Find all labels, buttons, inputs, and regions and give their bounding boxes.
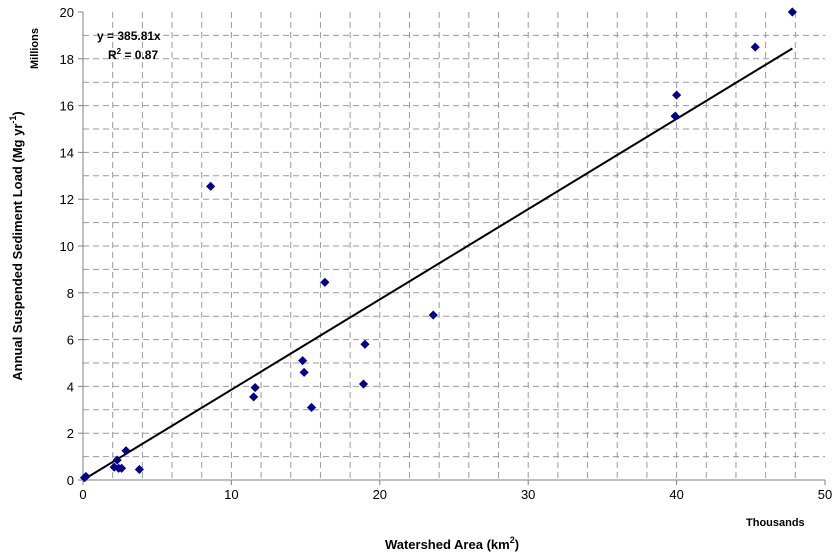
y-tick-label: 10: [60, 239, 74, 254]
y-tick-label: 16: [60, 99, 74, 114]
axes: [78, 11, 826, 485]
data-point: [672, 90, 682, 100]
data-point: [249, 392, 259, 402]
data-point: [750, 42, 760, 52]
data-point: [81, 471, 91, 482]
data-point: [306, 402, 317, 413]
x-tick-label: 20: [373, 487, 387, 502]
data-point: [298, 356, 308, 366]
x-axis-title: Watershed Area (km2): [385, 535, 519, 552]
y-tick-label: 20: [60, 5, 74, 20]
trendline-r2: R2 = 0.87: [108, 47, 158, 62]
data-points: [79, 7, 797, 483]
y-unit-label: Millions: [29, 28, 41, 69]
data-point: [121, 446, 131, 456]
y-tick-label: 2: [67, 426, 74, 441]
data-point: [358, 379, 369, 389]
y-tick-label: 4: [67, 379, 74, 394]
data-point: [112, 455, 122, 465]
y-axis-title: Annual Suspended Sediment Load (Mg yr-1): [8, 111, 25, 381]
x-unit-label: Thousands: [746, 517, 805, 529]
data-point: [250, 383, 260, 393]
data-point: [320, 277, 330, 287]
data-point: [206, 181, 216, 191]
y-tick-label: 14: [60, 145, 74, 160]
y-tick-labels: 0 2 4 6 8 10 12 14 16 18 20: [60, 5, 74, 488]
data-point: [134, 464, 144, 475]
data-point: [428, 310, 438, 320]
x-tick-label: 0: [79, 487, 86, 502]
trendline-equation: y = 385.81x: [97, 29, 161, 43]
y-tick-label: 6: [67, 333, 74, 348]
x-tick-label: 30: [521, 487, 535, 502]
data-point: [360, 339, 370, 349]
x-tick-labels: 0 10 20 30 40 50: [79, 487, 832, 502]
y-tick-label: 8: [67, 286, 74, 301]
data-point: [117, 463, 127, 473]
x-tick-label: 40: [669, 487, 683, 502]
x-tick-label: 50: [818, 487, 832, 502]
grid-lines: [83, 12, 825, 480]
y-tick-label: 18: [60, 52, 74, 67]
y-tick-label: 12: [60, 192, 74, 207]
x-tick-label: 10: [224, 487, 238, 502]
data-point: [670, 111, 680, 121]
trendline: [82, 47, 793, 481]
data-point: [787, 7, 797, 17]
data-point: [299, 367, 309, 377]
y-tick-label: 0: [67, 473, 74, 488]
